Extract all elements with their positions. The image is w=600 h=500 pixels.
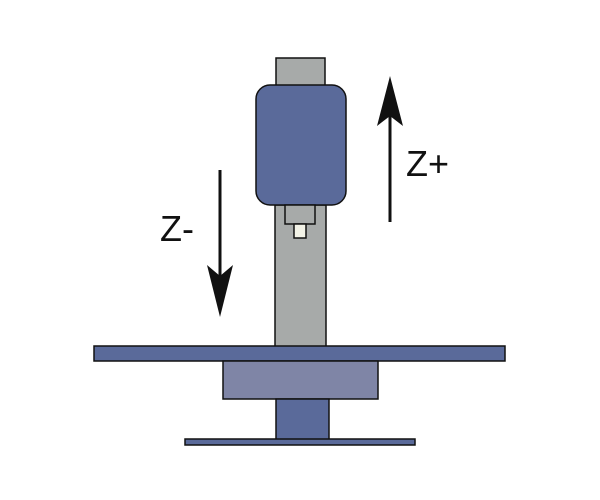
z-plus-label: Z+ <box>406 143 449 184</box>
machine-table <box>93 345 506 362</box>
machine-pedestal <box>275 398 330 441</box>
z-minus-arrow <box>207 170 233 317</box>
machine-base <box>184 438 416 446</box>
tool-tip <box>293 223 307 239</box>
z-plus-arrow <box>377 76 403 222</box>
spindle-top-cap <box>275 57 326 87</box>
tool-holder <box>284 204 316 225</box>
spindle-housing <box>255 84 347 206</box>
z-minus-label: Z- <box>160 208 194 249</box>
table-saddle <box>222 360 379 400</box>
